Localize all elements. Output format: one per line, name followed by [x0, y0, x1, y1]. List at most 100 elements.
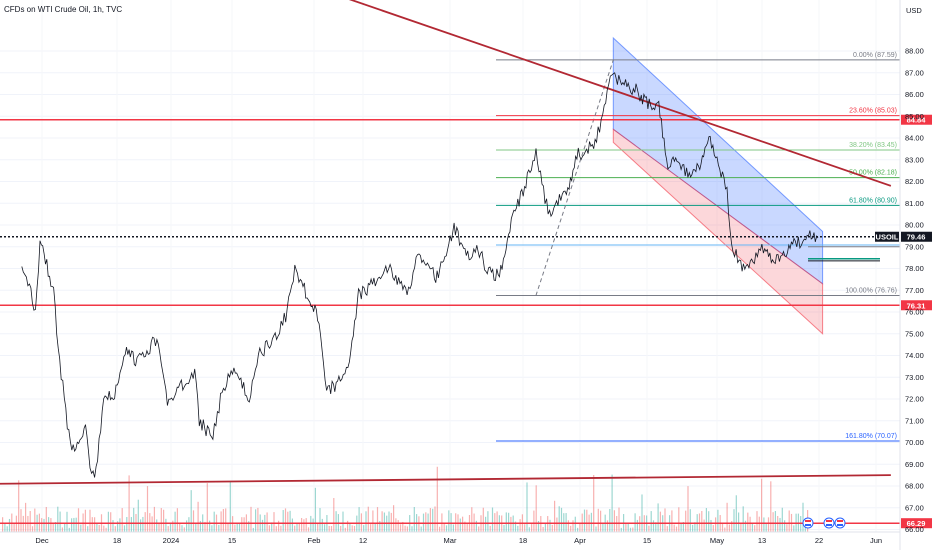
volume-bar — [291, 518, 293, 532]
volume-bar — [80, 524, 82, 532]
volume-bar — [765, 523, 767, 532]
y-tick-label: 71.00 — [905, 416, 924, 425]
volume-bar — [112, 520, 114, 532]
volume-bar — [666, 526, 668, 532]
volume-bar — [434, 506, 436, 532]
x-tick-label: Dec — [35, 536, 49, 545]
flag-stripe-icon — [826, 520, 832, 522]
volume-bar — [114, 526, 116, 532]
us-flag-event-icon[interactable] — [802, 517, 814, 529]
volume-bar — [583, 509, 586, 532]
volume-bar — [579, 522, 581, 532]
y-tick-label: 85.00 — [905, 112, 924, 121]
volume-bar — [611, 474, 613, 532]
volume-bar — [335, 511, 337, 532]
volume-bar — [344, 527, 346, 532]
volume-bar — [510, 516, 512, 532]
volume-bar — [158, 522, 160, 532]
y-tick-label: 77.00 — [905, 286, 924, 295]
volume-bar — [103, 525, 105, 532]
volume-bar — [600, 510, 602, 532]
volume-bar — [475, 520, 477, 532]
fib-level-label: 50.00% (82.18) — [849, 170, 897, 177]
y-tick-label: 75.00 — [905, 329, 924, 338]
volume-bar — [471, 507, 473, 532]
x-tick-label: 18 — [113, 536, 121, 545]
volume-bar — [728, 524, 730, 532]
us-flag-event-icon[interactable] — [834, 517, 846, 529]
volume-bar — [379, 521, 381, 532]
flag-stripe-icon — [837, 524, 843, 526]
volume-bar — [330, 526, 333, 532]
volume-bar — [126, 517, 128, 532]
volume-bar — [169, 522, 172, 532]
x-tick-label: 15 — [228, 536, 236, 545]
volume-bar — [609, 508, 611, 532]
chart-title: CFDs on WTI Crude Oil, 1h, TVC — [4, 5, 122, 14]
volume-bar — [225, 508, 227, 532]
volume-bar — [91, 517, 93, 532]
y-tick-label: 81.00 — [905, 199, 924, 208]
volume-bar — [22, 515, 24, 532]
volume-bar — [496, 511, 498, 532]
current-price-tag — [901, 231, 932, 242]
volume-bar — [540, 516, 542, 532]
volume-bar — [712, 525, 714, 532]
volume-bar — [721, 524, 724, 532]
volume-bar — [560, 507, 563, 532]
volume-bar — [146, 486, 149, 532]
volume-bar — [273, 512, 275, 532]
volume-bar — [289, 510, 291, 532]
volume-bar — [365, 511, 367, 532]
volume-bar — [784, 520, 786, 532]
volume-bar — [777, 515, 779, 532]
trendline-rising-support — [0, 474, 891, 485]
flag-stripe-icon — [826, 524, 832, 526]
volume-bar — [445, 525, 448, 532]
volume-bar — [257, 507, 259, 532]
price-tag — [901, 300, 932, 311]
volume-bar — [464, 521, 466, 532]
volume-bar — [443, 523, 445, 532]
volume-bar — [236, 522, 238, 532]
volume-bar — [383, 512, 385, 532]
volume-bar — [586, 509, 588, 532]
volume-bar — [526, 482, 528, 532]
volume-bar — [537, 521, 540, 532]
volume-bar — [756, 511, 758, 532]
y-tick-label: 70.00 — [905, 438, 924, 447]
volume-bar — [128, 475, 130, 532]
x-tick-label: 22 — [815, 536, 823, 545]
volume-bar — [710, 519, 712, 532]
volume-bar — [620, 527, 622, 532]
volume-bar — [18, 480, 20, 532]
us-flag-event-icon[interactable] — [823, 517, 835, 529]
volume-bar — [349, 523, 351, 532]
volume-bar — [238, 523, 241, 532]
volume-bar — [763, 517, 765, 532]
volume-bar — [98, 524, 100, 532]
volume-bar — [213, 511, 215, 532]
trendlines — [0, 0, 892, 485]
volume-bar — [678, 507, 680, 532]
price-tag-label: 76.31 — [907, 301, 926, 310]
volume-bar — [680, 523, 682, 532]
volume-bar — [478, 526, 480, 532]
volume-bar — [172, 520, 174, 532]
price-series — [21, 72, 819, 478]
volume-bar — [673, 524, 675, 532]
price-tag-label: 66.29 — [907, 519, 926, 528]
volume-bar — [61, 527, 63, 532]
volume-bar — [788, 510, 790, 532]
volume-bar — [558, 506, 560, 532]
y-tick-label: 78.00 — [905, 264, 924, 273]
volume-bar — [740, 522, 742, 532]
volume-bar — [2, 517, 4, 532]
volume-bar — [179, 523, 181, 532]
volume-bar — [181, 525, 183, 532]
flag-stripe-icon — [805, 520, 811, 522]
volume-bar — [312, 518, 314, 532]
volume-bar — [319, 508, 321, 532]
